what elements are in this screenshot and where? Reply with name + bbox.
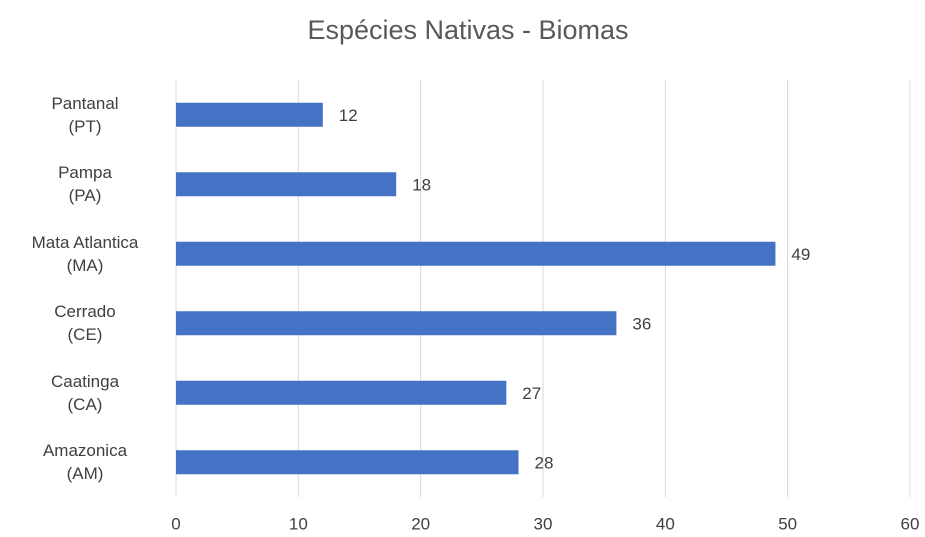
data-label: 49: [791, 245, 810, 264]
x-tick-label: 40: [656, 514, 675, 533]
y-tick-label: Pampa (PA): [58, 163, 112, 206]
x-tick-label: 50: [778, 514, 797, 533]
data-label: 27: [522, 384, 541, 403]
x-tick-label: 60: [901, 514, 920, 533]
y-tick-label: Pantanal (PT): [51, 93, 119, 136]
x-tick-label: 10: [289, 514, 308, 533]
y-tick-label: Caatinga (CA): [50, 371, 120, 414]
y-tick-label: Mata Atlantica (MA): [31, 232, 139, 275]
x-tick-label: 0: [171, 514, 180, 533]
data-label: 36: [632, 315, 651, 334]
bar: [176, 172, 397, 197]
bar: [176, 380, 507, 405]
chart-title: Espécies Nativas - Biomas: [307, 15, 628, 45]
y-tick-label: Amazonica (AM): [42, 441, 128, 484]
bar: [176, 102, 323, 127]
bar: [176, 450, 519, 475]
bar: [176, 241, 776, 266]
x-tick-label: 30: [534, 514, 553, 533]
data-label: 28: [535, 454, 554, 473]
y-tick-label: Cerrado (CE): [54, 302, 116, 345]
data-label: 12: [339, 106, 358, 125]
data-label: 18: [412, 176, 431, 195]
x-tick-label: 20: [411, 514, 430, 533]
bar: [176, 311, 617, 336]
